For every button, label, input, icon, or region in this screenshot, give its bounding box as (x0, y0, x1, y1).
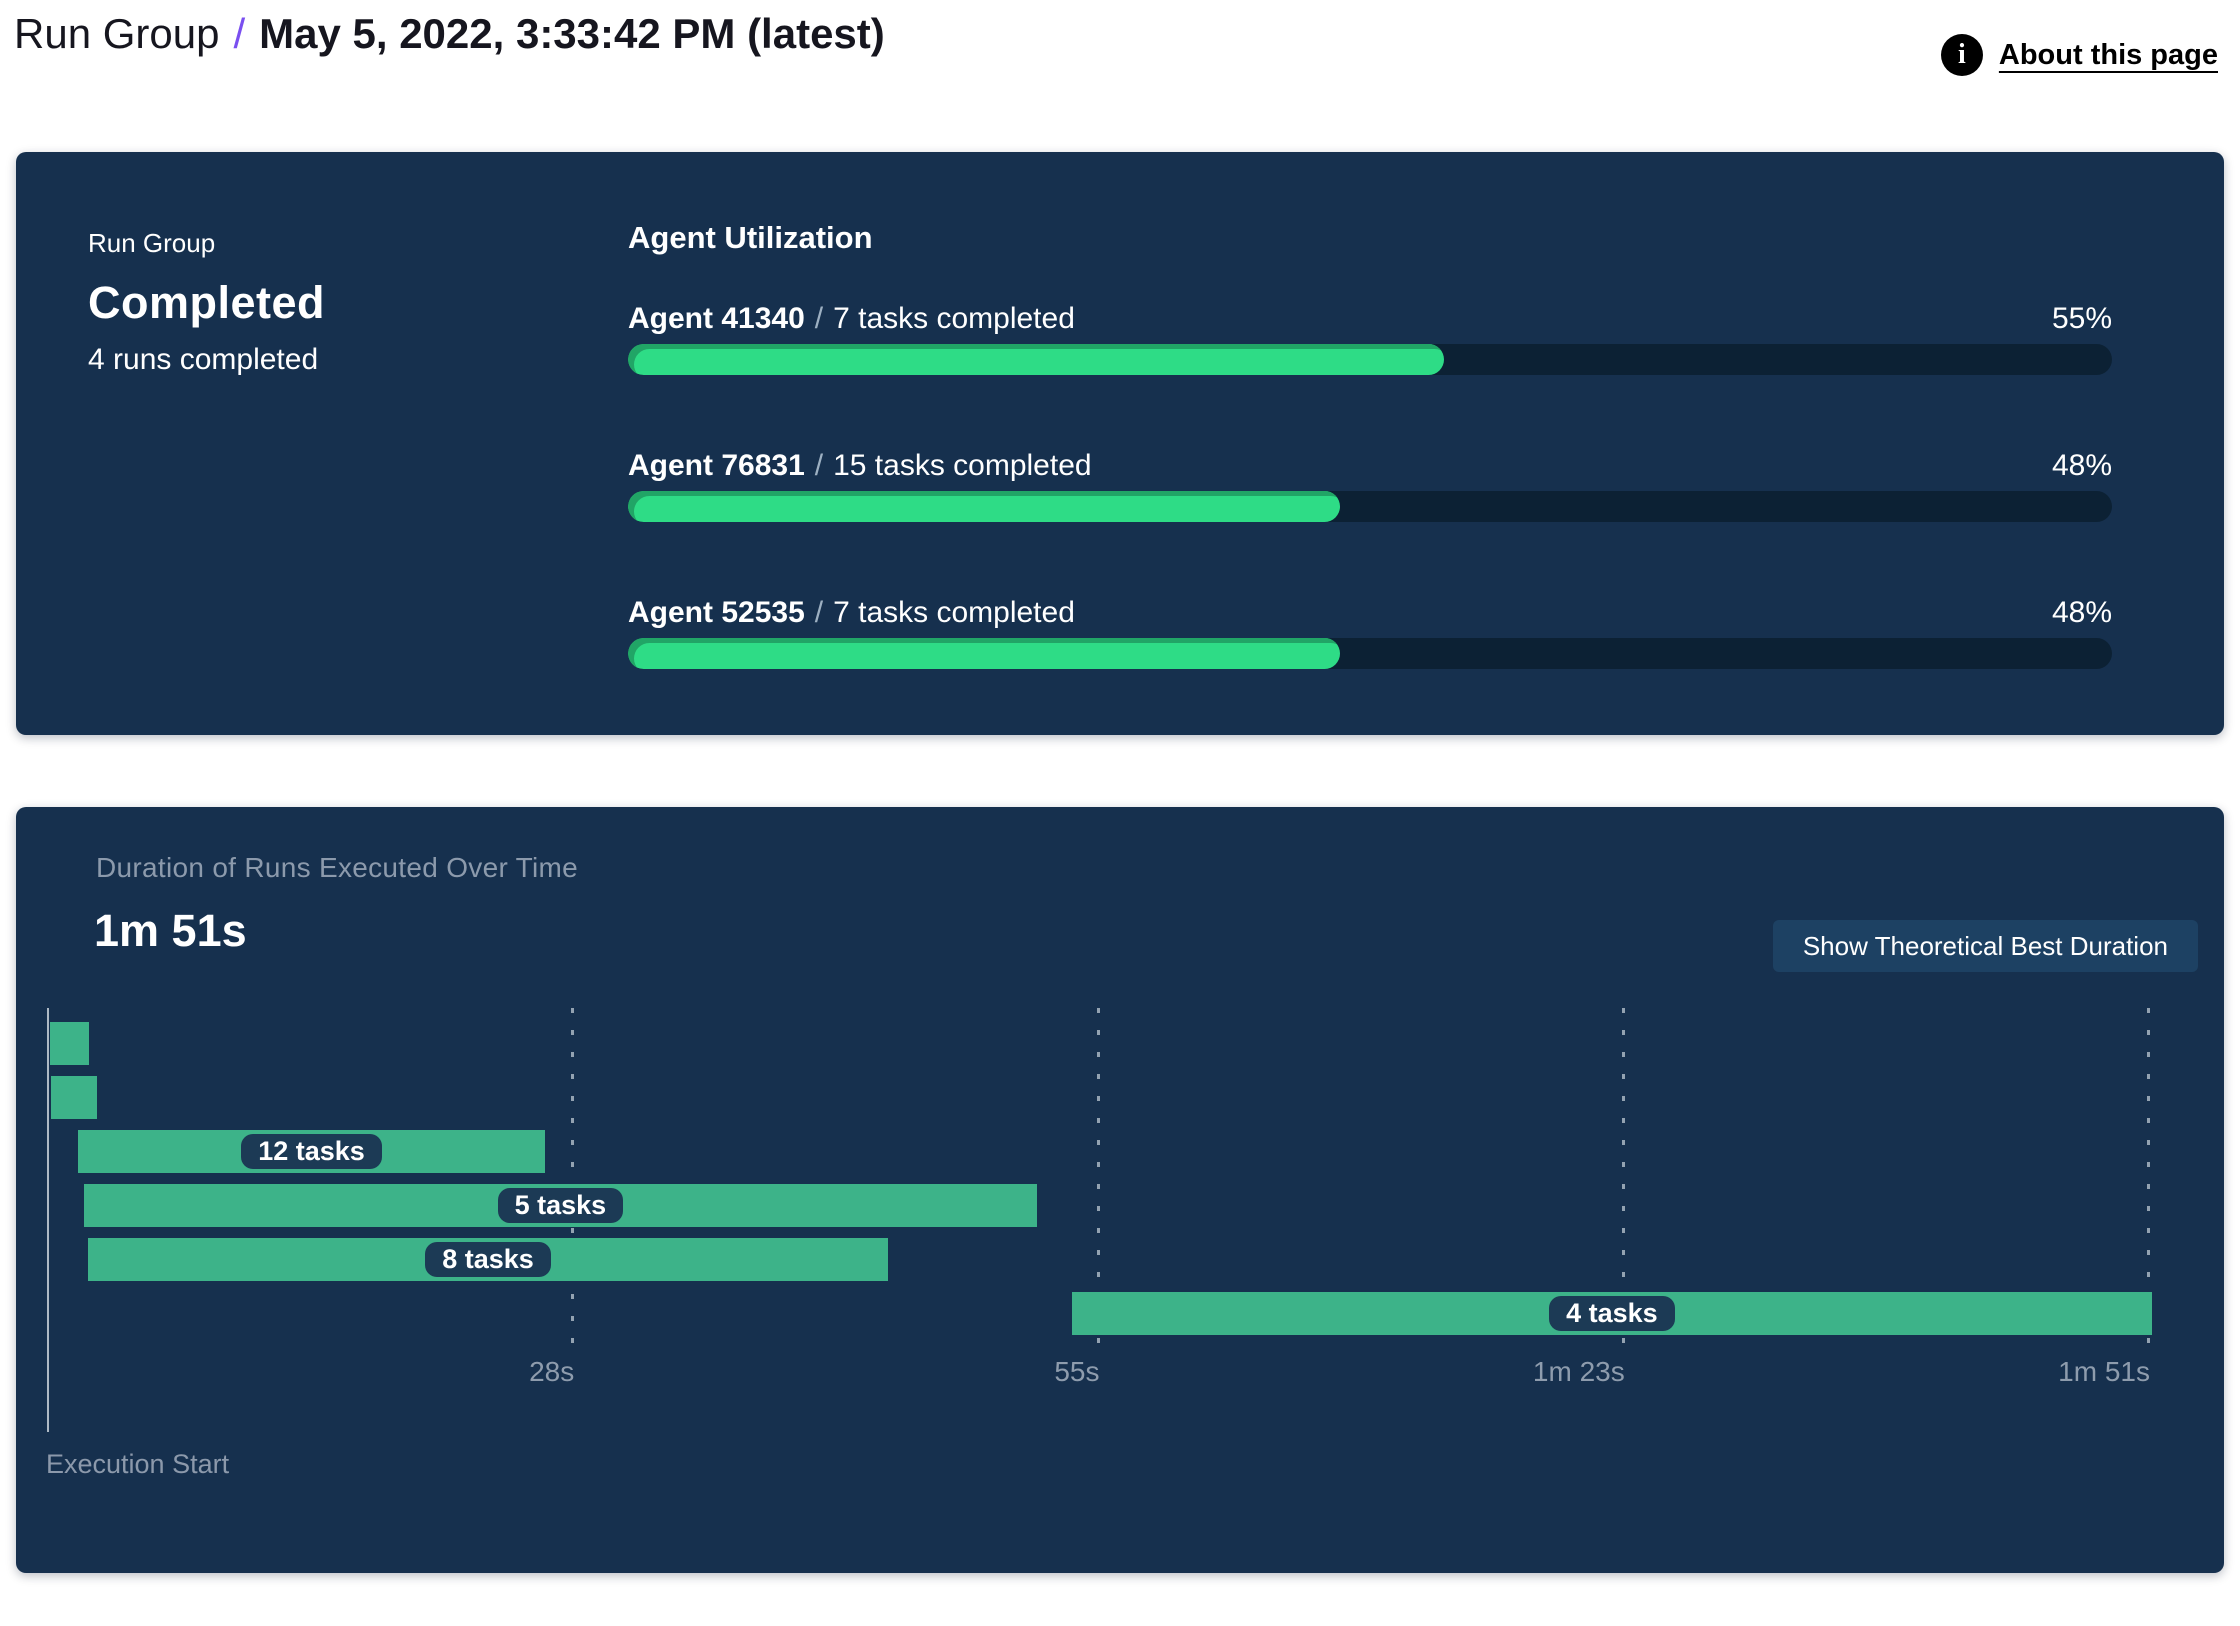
execution-start-label: Execution Start (46, 1449, 230, 1479)
agent-utilization-row: Agent 76831 / 15 tasks completed 48% (628, 445, 2112, 522)
agent-utilization-row: Agent 52535 / 7 tasks completed 48% (628, 592, 2112, 669)
agent-utilization-percent: 55% (2051, 302, 2112, 335)
agent-tasks-completed: 7 tasks completed (833, 302, 1075, 335)
agent-name: Agent 76831 (628, 449, 805, 482)
agent-label-separator: / (814, 449, 824, 482)
show-theoretical-best-duration-button[interactable]: Show Theoretical Best Duration (1772, 920, 2198, 972)
task-count-pill: 5 tasks (497, 1188, 624, 1223)
time-gridline (1621, 1008, 1625, 1354)
agent-row-label-line: Agent 52535 / 7 tasks completed 48% (628, 592, 2112, 634)
agent-label-separator: / (814, 596, 824, 629)
agent-utilization-row: Agent 41340 / 7 tasks completed 55% (628, 298, 2112, 375)
run-duration-bar[interactable] (50, 1076, 98, 1119)
duration-of-runs-panel: Duration of Runs Executed Over Time 1m 5… (16, 807, 2224, 1573)
run-duration-bar[interactable]: 5 tasks (83, 1184, 1037, 1227)
duration-chart-title: Duration of Runs Executed Over Time (96, 852, 579, 883)
run-duration-bar[interactable]: 8 tasks (87, 1238, 889, 1281)
agent-name: Agent 52535 (628, 596, 805, 629)
info-icon: i (1940, 34, 1983, 76)
runs-completed-count: 4 runs completed (88, 343, 319, 376)
agent-utilization-percent: 48% (2051, 449, 2112, 482)
total-duration-value: 1m 51s (94, 905, 247, 956)
agent-row-label-line: Agent 41340 / 7 tasks completed 55% (628, 298, 2112, 340)
top-bar: Run Group / May 5, 2022, 3:33:42 PM (lates… (0, 0, 2240, 150)
agent-utilization-bar-fill (628, 638, 1341, 669)
run-group-status-block: Run Group Completed 4 runs completed (88, 228, 325, 377)
time-gridline (2147, 1008, 2150, 1354)
run-group-summary-panel: Run Group Completed 4 runs completed Age… (16, 152, 2224, 735)
agent-label: Agent 41340 / 7 tasks completed (628, 298, 1075, 340)
time-tick-label: 1m 23s (1532, 1356, 1625, 1387)
breadcrumb-separator: / (233, 10, 246, 57)
run-duration-bar[interactable]: 4 tasks (1071, 1292, 2152, 1335)
agent-utilization-bar-fill (628, 491, 1341, 522)
agent-label-separator: / (814, 302, 824, 335)
time-tick-label: 28s (529, 1356, 575, 1387)
run-group-label: Run Group (88, 228, 216, 258)
agent-utilization-title: Agent Utilization (628, 220, 873, 255)
agent-utilization-percent: 48% (2051, 596, 2112, 629)
agent-label: Agent 52535 / 7 tasks completed (628, 592, 1075, 634)
task-count-pill: 8 tasks (425, 1242, 551, 1277)
agent-tasks-completed: 7 tasks completed (833, 596, 1075, 629)
agent-name: Agent 41340 (628, 302, 805, 335)
about-this-page-link[interactable]: i About this page (1940, 34, 2218, 76)
run-group-status: Completed (88, 277, 326, 328)
breadcrumb: Run Group / May 5, 2022, 3:33:42 PM (lates… (14, 10, 885, 58)
time-tick-label: 1m 51s (2058, 1356, 2150, 1387)
about-link-label: About this page (1998, 38, 2218, 71)
task-count-pill: 4 tasks (1549, 1296, 1675, 1331)
agent-utilization-bar-fill (628, 344, 1445, 375)
agent-utilization-bar-track (628, 344, 2112, 375)
agent-label: Agent 76831 / 15 tasks completed (628, 445, 1092, 487)
agent-utilization-section: Agent Utilization Agent 41340 / 7 tasks co… (628, 220, 2112, 669)
agent-row-label-line: Agent 76831 / 15 tasks completed 48% (628, 445, 2112, 487)
time-gridline (571, 1008, 575, 1354)
gantt-chart: Execution Start 28s 55s 1m 23s 1m 51s 12 tas… (16, 807, 2224, 1573)
run-duration-bar[interactable]: 12 tasks (78, 1130, 545, 1173)
agent-utilization-bar-track (628, 491, 2112, 522)
page-title: May 5, 2022, 3:33:42 PM (latest) (259, 10, 885, 57)
agent-rows: Agent 41340 / 7 tasks completed 55% Agent 76… (628, 298, 2112, 669)
breadcrumb-run-group[interactable]: Run Group (14, 10, 220, 57)
time-tick-label: 55s (1054, 1356, 1100, 1387)
agent-tasks-completed: 15 tasks completed (833, 449, 1092, 482)
time-gridline (1096, 1008, 1100, 1354)
task-count-pill: 12 tasks (241, 1134, 382, 1169)
execution-start-axis-line (47, 1008, 49, 1432)
run-duration-bar[interactable] (49, 1022, 89, 1065)
agent-utilization-bar-track (628, 638, 2112, 669)
